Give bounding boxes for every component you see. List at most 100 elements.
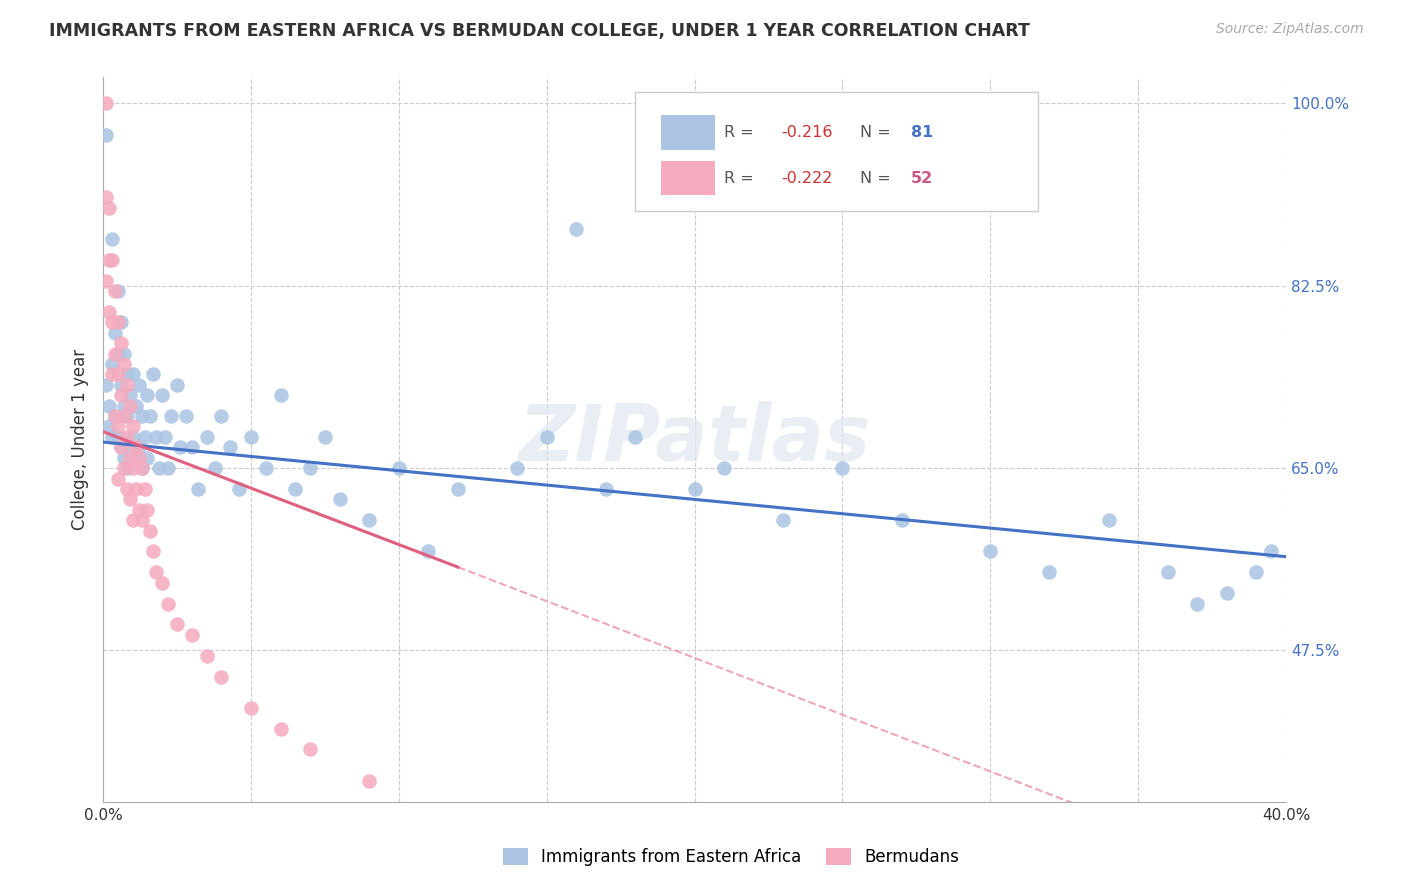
Point [180,440,202,454]
Point [128,450,150,465]
Point [98,252,121,267]
Text: -0.216: -0.216 [780,125,832,140]
Point [139,524,162,538]
Point [118,450,141,465]
Point [107,284,129,298]
Point [359,773,381,788]
Point [124,440,146,454]
Point [270,722,292,736]
Point [110,336,132,351]
Point [121,513,143,527]
Point [979,544,1001,558]
Point [107,368,129,382]
Point [131,461,153,475]
Point [101,252,124,267]
Text: ZIPatlas: ZIPatlas [519,401,870,477]
Point [98,399,121,413]
Point [166,617,188,632]
Point [112,357,135,371]
Point [155,430,177,444]
Point [107,346,129,360]
Point [148,461,170,475]
Point [112,399,135,413]
Point [101,357,124,371]
Point [595,482,617,496]
Point [240,700,263,714]
Point [131,513,153,527]
Text: N =: N = [860,170,896,186]
Point [107,419,129,434]
Point [195,648,218,663]
Point [150,575,173,590]
Point [270,388,292,402]
Point [112,450,135,465]
Point [98,305,121,319]
Point [180,628,202,642]
Point [1216,586,1239,600]
Point [110,315,132,329]
Point [314,430,336,444]
Point [240,430,263,444]
Point [115,430,138,444]
Point [1187,597,1209,611]
Point [118,440,141,454]
Point [118,388,141,402]
Point [145,566,167,580]
Point [772,513,794,527]
Text: R =: R = [724,170,759,186]
Point [94,274,117,288]
Point [115,377,138,392]
Point [1038,566,1060,580]
Point [101,368,124,382]
Point [101,430,124,444]
Y-axis label: College, Under 1 year: College, Under 1 year [72,349,89,530]
Point [209,669,232,683]
Point [118,399,141,413]
FancyBboxPatch shape [636,92,1038,211]
Point [107,471,129,485]
Point [121,419,143,434]
Text: Source: ZipAtlas.com: Source: ZipAtlas.com [1216,22,1364,37]
Point [115,368,138,382]
Point [142,368,165,382]
Point [124,399,146,413]
Point [115,461,138,475]
Point [169,440,191,454]
Point [209,409,232,423]
Text: 52: 52 [911,170,934,186]
Point [506,461,529,475]
Point [219,440,242,454]
Point [254,461,277,475]
Point [94,128,117,142]
Point [98,201,121,215]
Point [112,346,135,360]
Point [110,377,132,392]
Point [128,377,150,392]
Point [107,430,129,444]
Point [94,96,117,111]
Point [134,430,156,444]
Point [1156,566,1178,580]
Point [128,440,150,454]
Point [112,461,135,475]
Point [624,430,647,444]
Point [124,450,146,465]
Point [418,544,440,558]
Point [284,482,307,496]
Point [1097,513,1119,527]
Point [536,430,558,444]
Point [1260,544,1282,558]
Point [204,461,226,475]
Point [121,368,143,382]
Point [104,346,127,360]
Text: -0.222: -0.222 [780,170,832,186]
Point [447,482,470,496]
Point [98,419,121,434]
Point [388,461,411,475]
Point [157,597,180,611]
Point [195,430,218,444]
Text: 81: 81 [911,125,934,140]
Point [150,388,173,402]
Text: R =: R = [724,125,759,140]
Point [166,377,188,392]
